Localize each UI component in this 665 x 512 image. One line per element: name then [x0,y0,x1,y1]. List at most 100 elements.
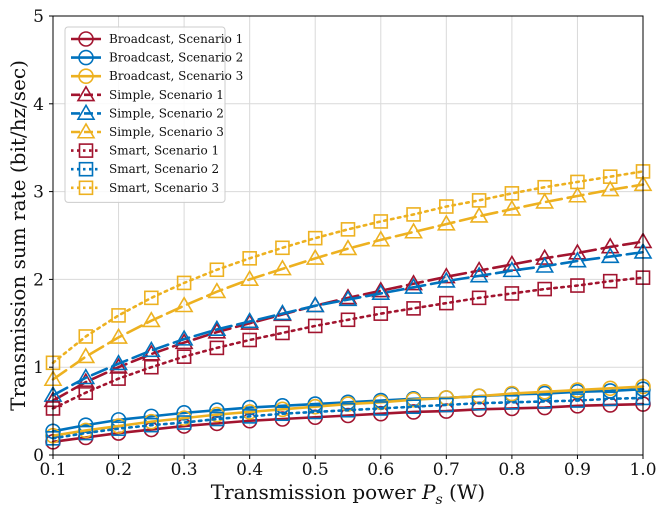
data-point-marker [141,340,161,358]
data-point-marker [78,425,94,441]
data-point-marker [602,169,618,184]
x-axis-title-unit: (W) [443,480,486,504]
legend-label: Broadcast, Scenario 2 [109,51,243,65]
data-point-marker [174,296,194,313]
data-point-marker [439,397,454,413]
data-point-marker [371,230,391,247]
data-point-marker [373,401,389,416]
data-point-marker [242,251,257,266]
data-point-marker [174,329,194,346]
x-tick-label: 0.1 [39,460,66,480]
data-point-marker [176,275,192,291]
data-point-marker [537,179,552,195]
x-tick-label: 0.6 [367,460,394,480]
data-point-marker [471,290,487,306]
data-point-marker [275,406,290,422]
data-point-marker [176,415,192,430]
data-point-marker [240,311,260,329]
series-line [51,183,645,381]
legend-label: Smart, Scenario 3 [109,181,219,195]
series-line [51,276,645,410]
legend-box [64,26,226,203]
data-point-marker [502,261,522,278]
data-point-marker [602,380,619,397]
data-point-marker [471,193,487,208]
data-point-marker [436,271,456,288]
data-point-marker [109,327,128,344]
x-axis-title-subscript: s [436,492,443,508]
data-point-marker [404,277,423,294]
data-point-marker [275,325,290,341]
data-point-marker [109,354,128,371]
series-8 [45,390,651,446]
data-point-marker [406,207,421,222]
data-point-marker [602,273,618,289]
data-point-marker [371,283,391,301]
legend-item: Simple, Scenario 2 [71,103,224,120]
data-point-marker [209,411,225,427]
legend-item: Smart, Scenario 1 [71,143,219,158]
data-point-marker [207,282,227,299]
data-point-marker [602,391,618,407]
x-axis-title: Transmission power Ps (W) [211,480,485,508]
legend-label: Broadcast, Scenario 3 [109,69,243,83]
data-point-marker [570,174,585,190]
x-tick-label: 0.8 [498,460,525,480]
data-point-marker [373,306,389,321]
legend-marker [76,122,96,139]
series-line [51,396,645,440]
series-6 [43,174,653,387]
legend-label: Smart, Scenario 1 [109,144,219,158]
x-tick-label: 0.2 [105,460,132,480]
data-point-marker [469,266,489,283]
data-point-marker [305,248,325,265]
y-tick-label: 3 [33,183,44,203]
data-point-marker [307,318,323,334]
data-point-marker [340,222,356,237]
data-point-marker [504,186,520,201]
data-point-marker [436,267,456,284]
data-point-marker [242,409,257,424]
series-line [51,250,645,397]
data-point-marker [242,332,257,348]
legend-marker [78,161,94,177]
data-point-marker [439,295,454,311]
data-point-marker [209,402,225,419]
legend-label: Simple, Scenario 3 [109,125,224,139]
data-point-marker [275,240,290,256]
data-point-marker [535,192,555,209]
data-point-marker [373,214,389,229]
data-point-marker [502,199,522,216]
legend-marker [78,31,94,47]
data-point-marker [568,243,587,260]
data-point-marker [537,281,552,297]
data-point-marker [371,281,391,298]
data-point-marker [600,237,620,254]
legend-item: Simple, Scenario 3 [71,122,224,139]
legend-marker [78,49,94,66]
y-axis-title: Transmission sum rate (bit/hz/sec) [6,60,30,411]
data-point-marker [207,319,227,337]
data-point-marker [568,251,587,268]
data-point-marker [209,262,225,278]
data-point-marker [406,399,421,415]
x-axis-title-main: Transmission power [211,480,422,504]
data-point-marker [209,340,225,356]
plot-frame [52,15,644,456]
data-point-marker [504,395,520,410]
data-point-marker [77,417,94,433]
data-point-marker [338,239,358,256]
data-point-marker [78,385,94,400]
x-tick-label: 0.7 [433,460,460,480]
data-point-marker [439,199,454,214]
legend-item: Broadcast, Scenario 3 [71,68,243,84]
data-point-marker [176,349,192,364]
data-point-marker [305,296,325,313]
data-point-marker [536,383,553,400]
data-point-marker [504,385,520,402]
legend-marker [78,143,94,158]
data-point-marker [144,417,159,433]
data-point-marker [535,256,555,273]
data-point-marker [340,312,356,328]
